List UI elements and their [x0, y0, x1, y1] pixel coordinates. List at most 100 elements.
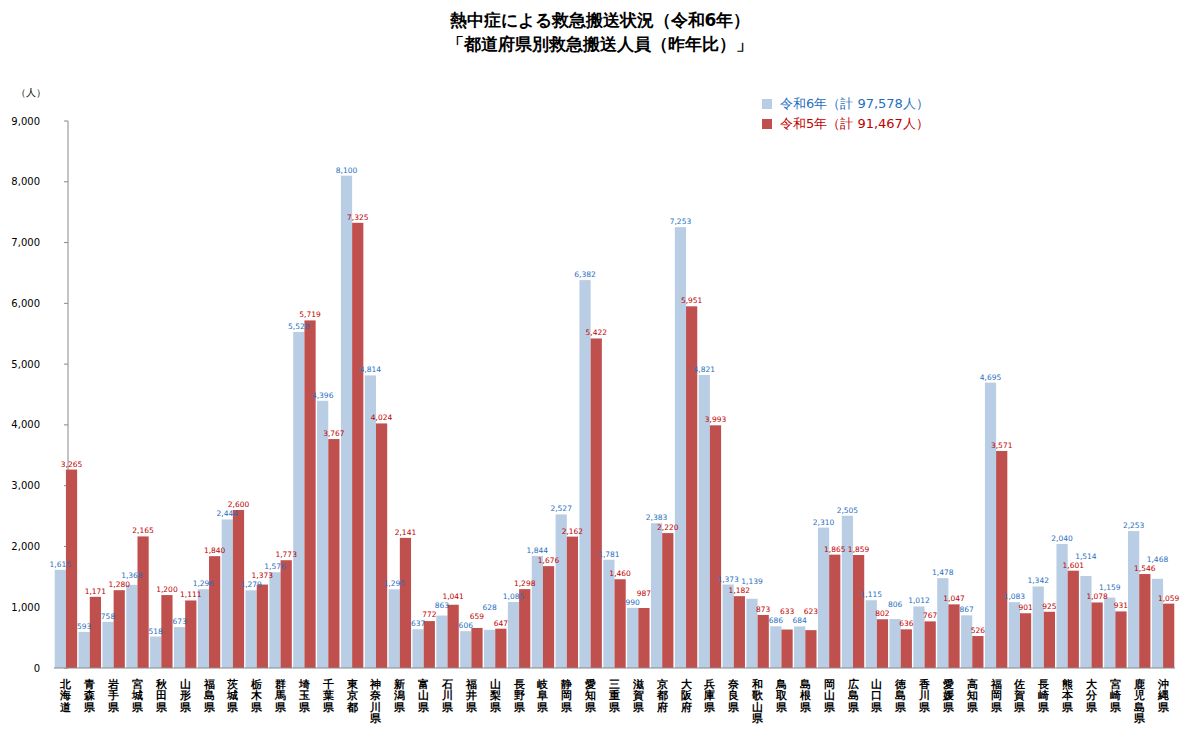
- data-label: 863: [435, 601, 450, 610]
- bar: [1115, 611, 1126, 668]
- bar: [293, 332, 304, 668]
- bar: [829, 555, 840, 668]
- y-tick-label: 2,000: [11, 541, 40, 552]
- data-label: 2,310: [813, 518, 835, 527]
- data-label: 5,951: [681, 296, 703, 305]
- category-label: 大阪府: [680, 678, 693, 713]
- category-label: 福岡県: [990, 678, 1003, 713]
- legend-label: 令和6年（計 97,578人）: [780, 96, 929, 111]
- bar: [638, 608, 649, 668]
- bar: [794, 626, 805, 668]
- category-label: 栃木県: [250, 678, 263, 713]
- bar: [269, 572, 280, 668]
- data-label: 7,253: [670, 217, 692, 226]
- bar: [627, 608, 638, 668]
- y-tick: [64, 364, 68, 365]
- bar: [161, 595, 172, 668]
- x-axis-line: [54, 668, 1175, 669]
- category-label: 佐賀県: [1013, 678, 1026, 713]
- category-label: 京都府: [656, 678, 668, 713]
- category-label: 富山県: [417, 678, 430, 713]
- data-label: 1,546: [1134, 564, 1156, 573]
- data-label: 767: [923, 611, 938, 620]
- data-label: 1,468: [1147, 555, 1169, 564]
- data-label: 1,279: [240, 580, 262, 589]
- bar: [948, 604, 959, 668]
- bars: [55, 176, 1175, 668]
- data-label: 758: [101, 612, 116, 621]
- data-label: 2,220: [657, 523, 679, 532]
- data-label: 806: [888, 600, 903, 609]
- bar: [328, 439, 339, 668]
- data-label: 647: [494, 619, 509, 628]
- y-tick-label: 8,000: [11, 176, 40, 187]
- data-label: 1,368: [121, 571, 143, 580]
- bar: [257, 585, 268, 668]
- data-label: 1,115: [861, 590, 883, 599]
- bar: [1139, 574, 1150, 668]
- x-axis: 北海道青森県岩手県宮城県秋田県山形県福島県茨城県栃木県群馬県埼玉県千葉県東京都神…: [59, 678, 1169, 724]
- data-label: 1,478: [932, 568, 954, 577]
- data-label: 873: [756, 605, 771, 614]
- bar: [79, 632, 90, 668]
- category-label: 山梨県: [489, 678, 502, 713]
- data-label: 623: [804, 607, 819, 616]
- data-label: 1,012: [908, 596, 930, 605]
- data-label: 1,047: [943, 594, 965, 603]
- data-label: 5,422: [586, 328, 608, 337]
- y-tick-label: 5,000: [11, 359, 40, 370]
- category-label: 山形県: [179, 678, 192, 713]
- bar: [996, 451, 1007, 668]
- data-label: 3,571: [991, 441, 1013, 450]
- category-label: 神奈川県: [369, 678, 382, 724]
- bar: [90, 597, 101, 668]
- category-label: 島根県: [799, 678, 812, 713]
- data-label: 4,396: [312, 391, 334, 400]
- bar: [102, 622, 113, 668]
- data-label: 2,505: [837, 506, 859, 515]
- bar: [579, 280, 590, 668]
- data-label: 3,265: [61, 460, 83, 469]
- y-tick-label: 0: [34, 663, 40, 674]
- bar: [304, 320, 315, 668]
- data-label: 2,141: [395, 528, 417, 537]
- data-label: 1,773: [275, 550, 297, 559]
- data-label: 867: [959, 605, 974, 614]
- data-label: 772: [422, 610, 437, 619]
- data-label: 1,280: [108, 580, 130, 589]
- category-label: 東京都: [346, 678, 359, 713]
- category-label: 群馬県: [274, 678, 287, 713]
- data-label: 1,781: [598, 550, 620, 559]
- data-label: 1,139: [741, 577, 763, 586]
- data-label: 4,821: [694, 365, 716, 374]
- data-label: 659: [470, 612, 485, 621]
- bar: [556, 514, 567, 668]
- data-label: 925: [1042, 602, 1057, 611]
- y-tick: [64, 242, 68, 243]
- category-label: 福井県: [465, 678, 478, 713]
- bar: [758, 615, 769, 668]
- data-label: 1,865: [824, 545, 846, 554]
- data-label: 593: [77, 622, 92, 631]
- data-label: 990: [626, 598, 641, 607]
- category-label: 福島県: [203, 678, 216, 713]
- y-tick-label: 7,000: [11, 237, 40, 248]
- data-label: 8,100: [336, 166, 358, 175]
- category-label: 沖縄県: [1157, 678, 1170, 713]
- bar: [1033, 586, 1044, 668]
- bar: [400, 538, 411, 668]
- bar: [686, 306, 697, 668]
- data-label: 606: [459, 621, 474, 630]
- bar: [723, 585, 734, 668]
- category-label: 長崎県: [1037, 678, 1050, 713]
- data-label: 2,040: [1051, 534, 1073, 543]
- category-label: 滋賀県: [632, 678, 645, 713]
- data-label: 1,111: [180, 590, 202, 599]
- category-label: 長野県: [513, 678, 526, 713]
- bar: [877, 619, 888, 668]
- bar: [185, 600, 196, 668]
- bar: [508, 602, 519, 668]
- data-label: 1,159: [1099, 583, 1121, 592]
- data-label: 4,695: [980, 373, 1002, 382]
- data-label: 628: [482, 603, 497, 612]
